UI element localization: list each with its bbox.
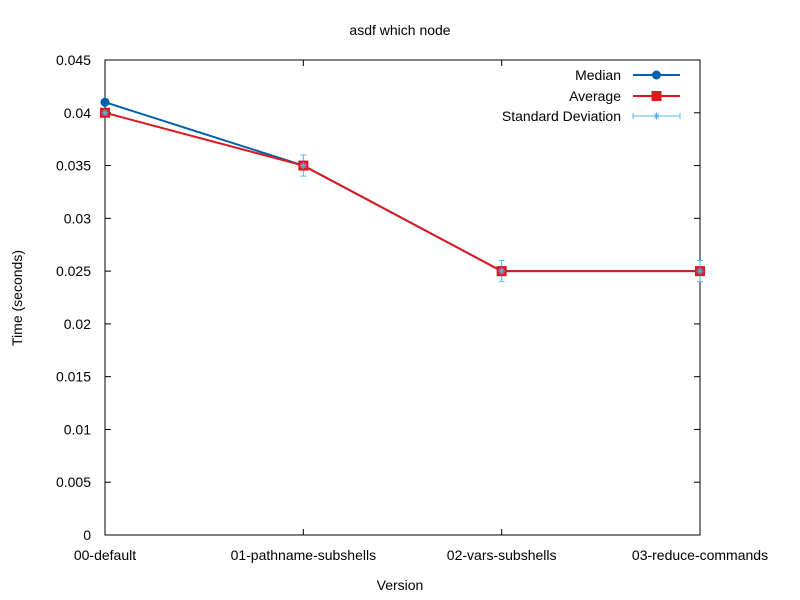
y-tick-label: 0.025	[56, 263, 91, 279]
legend-marker-sd	[653, 112, 660, 120]
legend-label-sd: Standard Deviation	[502, 108, 621, 124]
legend-label-median: Median	[575, 67, 621, 83]
x-tick-label: 03-reduce-commands	[632, 547, 768, 563]
legend-marker-median	[652, 70, 661, 80]
axis-ticks: 0 0.005 0.01 0.015 0.02 0.025 0.03 0.035 0.04 0.0…	[56, 52, 768, 563]
y-axis-label: Time (seconds)	[9, 250, 25, 346]
y-tick-label: 0	[83, 527, 91, 543]
series-layer	[100, 97, 705, 283]
y-tick-label: 0.035	[56, 158, 91, 174]
y-tick-label: 0.02	[64, 316, 91, 332]
plot-frame	[104, 59, 701, 536]
sd-point	[101, 109, 109, 117]
y-tick-label: 0.045	[56, 52, 91, 68]
x-tick-label: 00-default	[74, 547, 136, 563]
sd-point	[498, 267, 506, 275]
y-tick-label: 0.015	[56, 369, 91, 385]
median-line	[104, 101, 700, 273]
chart-title: asdf which node	[349, 22, 450, 38]
sd-point	[696, 267, 704, 275]
legend: Median Average Standard Deviation	[502, 67, 681, 124]
y-tick-label: 0.03	[64, 210, 91, 226]
legend-marker-average	[651, 91, 662, 101]
median-point	[100, 97, 110, 107]
average-line	[104, 111, 700, 273]
x-tick-label: 01-pathname-subshells	[231, 547, 377, 563]
x-axis-label: Version	[377, 577, 424, 593]
y-tick-label: 0.04	[64, 105, 91, 121]
x-tick-label: 02-vars-subshells	[447, 547, 557, 563]
y-tick-label: 0.005	[56, 474, 91, 490]
sd-point	[299, 162, 307, 170]
legend-label-average: Average	[569, 88, 621, 104]
y-tick-label: 0.01	[64, 421, 91, 437]
